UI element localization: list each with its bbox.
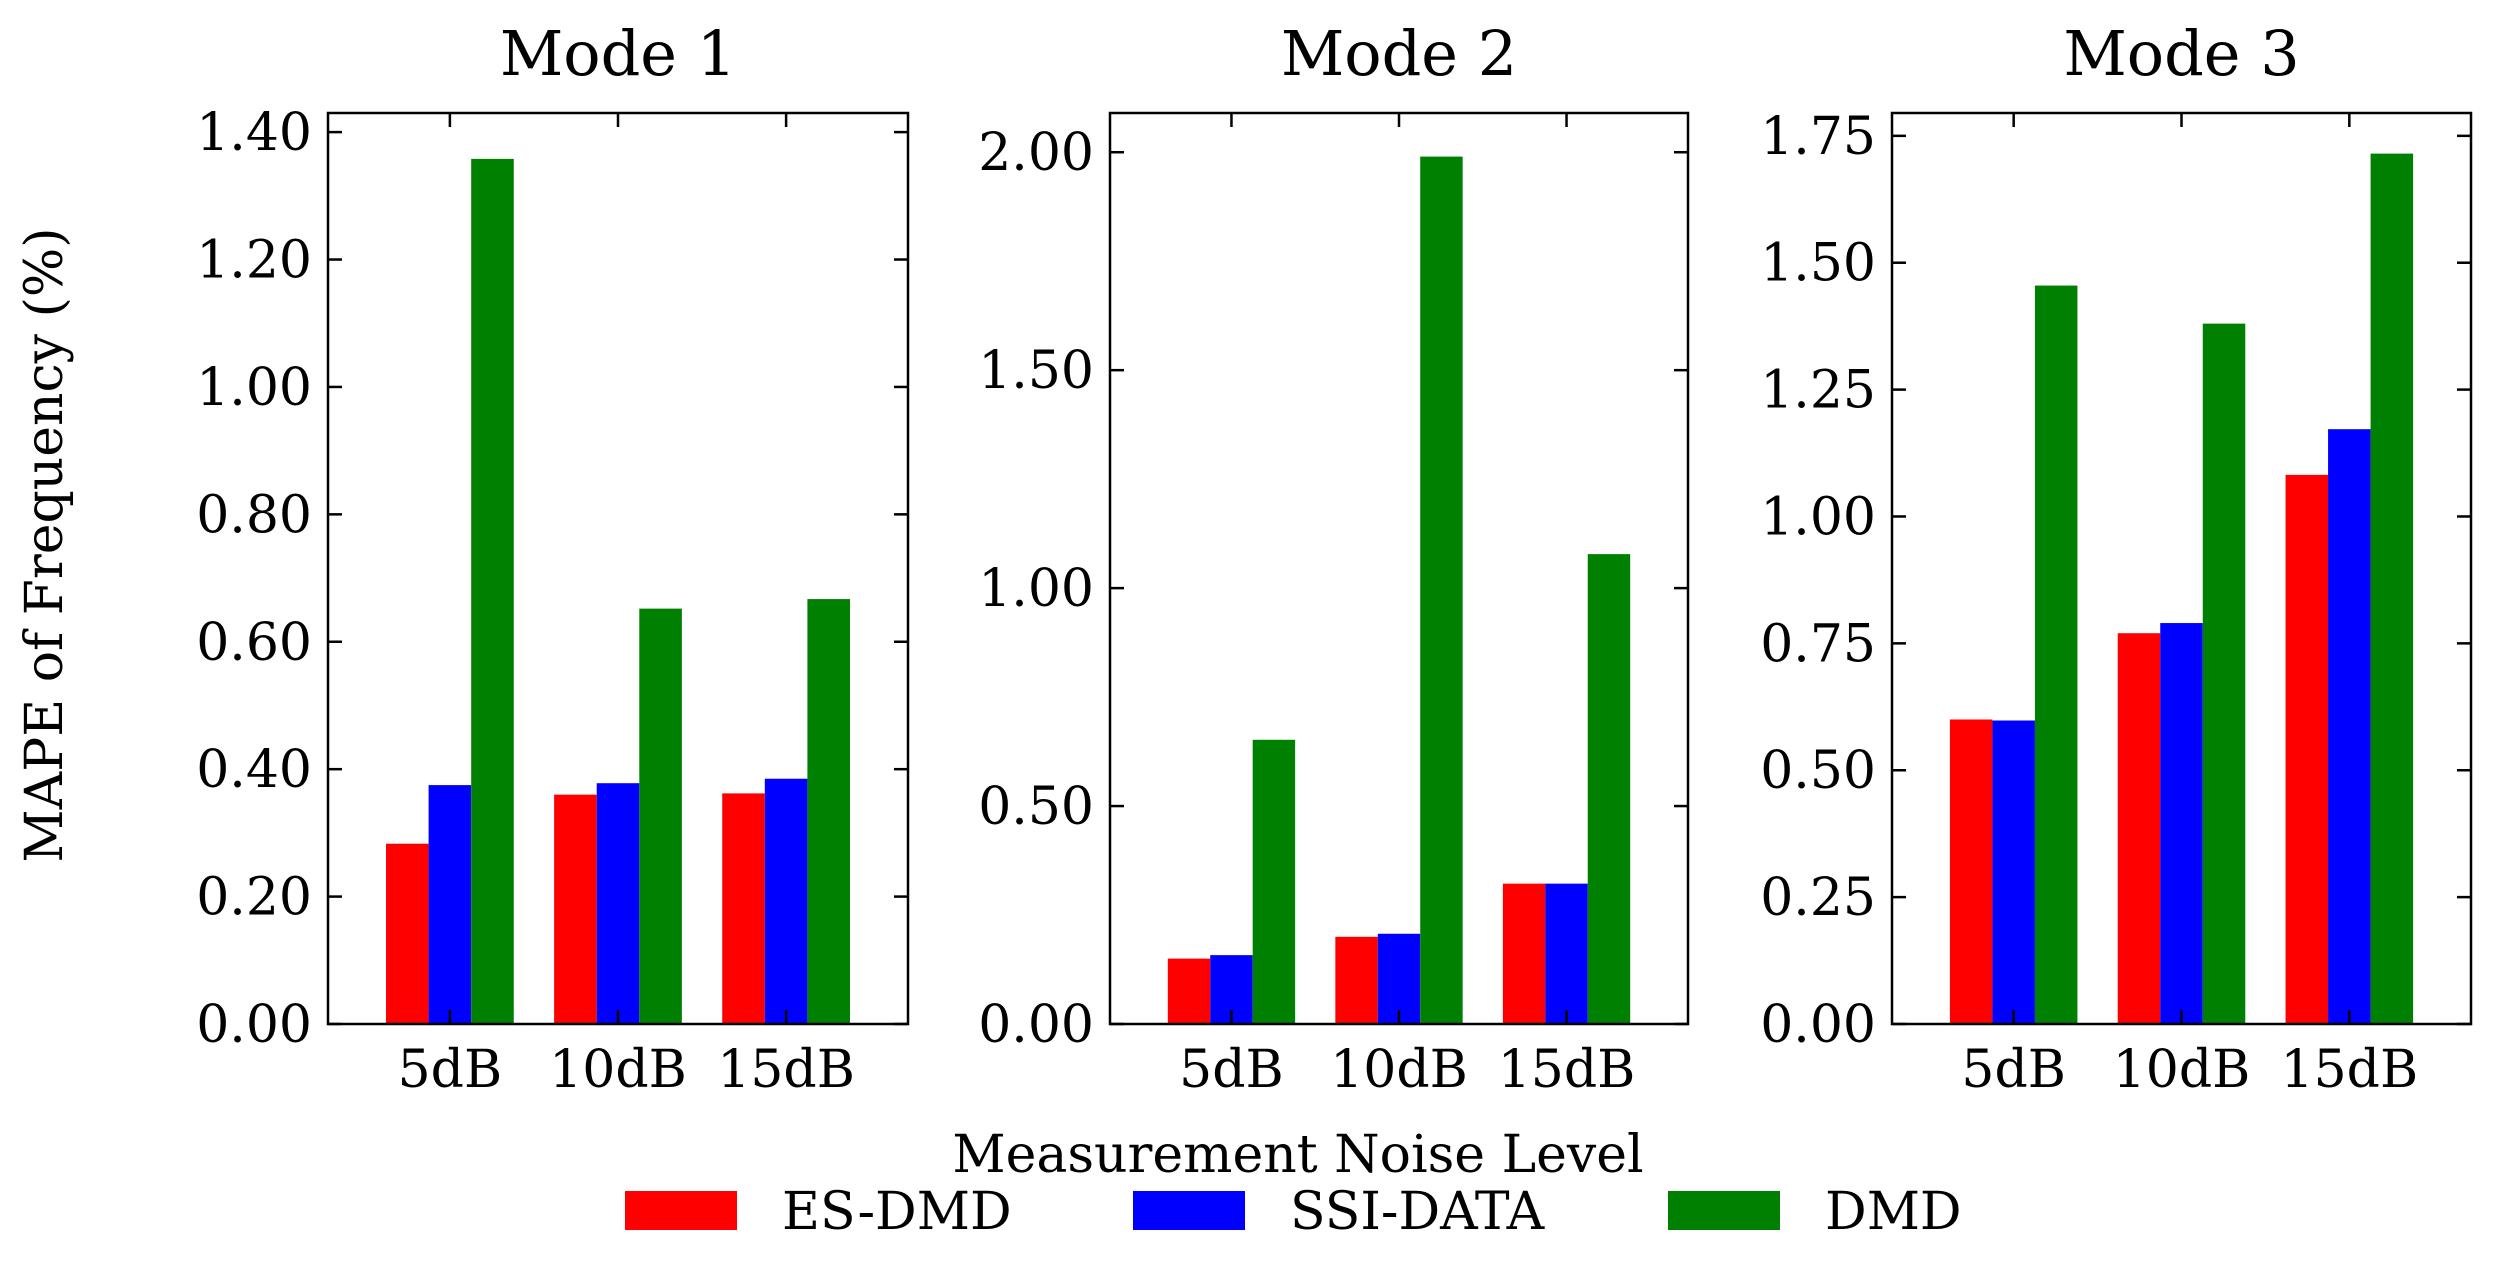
- bar-1-dmd-5db: [471, 158, 514, 1024]
- bar-2-ssi-data-10db: [1377, 933, 1421, 1024]
- panel-3-ytick-label: 0.50: [1760, 741, 1876, 801]
- bar-3-dmd-5db: [2034, 285, 2078, 1024]
- panel-1-ytick-label: 1.00: [196, 358, 312, 418]
- bar-2-es-dmd-10db: [1335, 936, 1378, 1024]
- panel-1-ytick-label: 1.40: [196, 103, 312, 163]
- bar-1-ssi-data-15db: [764, 778, 808, 1024]
- panel-3-xtick-label: 15dB: [2280, 1040, 2418, 1100]
- legend-swatch-dmd: [1668, 1191, 1780, 1230]
- panel-2-xtick-label: 5dB: [1179, 1040, 1284, 1100]
- bar-3-es-dmd-15db: [2285, 474, 2329, 1024]
- panel-1-ytick-label: 1.20: [196, 231, 312, 291]
- panel-3-ytick-label: 0.00: [1760, 995, 1876, 1055]
- panel-2-ytick-label: 0.50: [978, 777, 1094, 837]
- bar-3-dmd-15db: [2370, 153, 2414, 1025]
- panel-1-xtick-label: 15dB: [717, 1040, 855, 1100]
- panel-3-ytick-label: 1.75: [1760, 107, 1876, 167]
- panel-3-ytick-label: 0.75: [1760, 614, 1876, 674]
- panel-1-ytick-label: 0.80: [196, 485, 312, 545]
- panel-2-xtick-label: 10dB: [1330, 1040, 1468, 1100]
- bar-3-ssi-data-15db: [2328, 429, 2371, 1024]
- panel-3-ytick-label: 1.25: [1760, 361, 1876, 421]
- panel-3-xtick-label: 5dB: [1961, 1040, 2066, 1100]
- bar-2-dmd-15db: [1587, 554, 1631, 1024]
- panel-1-xtick-label: 10dB: [549, 1040, 687, 1100]
- legend-swatch-ssi-data: [1133, 1191, 1245, 1230]
- panel-2-ytick-label: 1.00: [978, 559, 1094, 619]
- panel-3-title: Mode 3: [2063, 17, 2299, 90]
- bar-1-es-dmd-10db: [554, 794, 597, 1024]
- bar-2-dmd-5db: [1252, 739, 1296, 1024]
- bar-3-ssi-data-5db: [1992, 720, 2035, 1024]
- panel-1-ytick-label: 0.20: [196, 868, 312, 928]
- panel-2-ytick-label: 2.00: [978, 123, 1094, 183]
- bar-1-es-dmd-5db: [386, 843, 429, 1024]
- panel-2-xtick-label: 15dB: [1498, 1040, 1636, 1100]
- bar-3-es-dmd-5db: [1949, 719, 1993, 1024]
- panel-3-ytick-label: 1.00: [1760, 487, 1876, 547]
- bar-3-dmd-10db: [2202, 323, 2246, 1024]
- bar-1-es-dmd-15db: [722, 793, 765, 1024]
- bar-1-dmd-10db: [639, 608, 682, 1024]
- bar-1-ssi-data-10db: [596, 783, 640, 1024]
- bar-2-dmd-10db: [1420, 156, 1463, 1025]
- legend-swatch-es-dmd: [625, 1191, 737, 1230]
- bar-2-es-dmd-15db: [1502, 883, 1546, 1024]
- panel-3-xtick-label: 10dB: [2113, 1040, 2251, 1100]
- y-axis-label: MAPE of Frequency (%): [15, 227, 75, 862]
- bar-2-ssi-data-15db: [1545, 883, 1588, 1024]
- bar-1-ssi-data-5db: [428, 785, 472, 1024]
- bar-3-es-dmd-10db: [2117, 633, 2161, 1024]
- panel-2-ytick-label: 1.50: [978, 341, 1094, 401]
- panel-2-ytick-label: 0.00: [978, 995, 1094, 1055]
- legend-label-ssi-data: SSI-DATA: [1290, 1182, 1546, 1242]
- bar-1-dmd-15db: [807, 599, 850, 1024]
- panel-1-ytick-label: 0.60: [196, 613, 312, 673]
- panel-3-ytick-label: 0.25: [1760, 868, 1876, 928]
- legend-label-dmd: DMD: [1825, 1182, 1962, 1242]
- panel-2-title: Mode 2: [1281, 17, 1517, 90]
- panel-1-title: Mode 1: [500, 17, 736, 90]
- bar-2-es-dmd-5db: [1167, 958, 1211, 1024]
- panel-1-ytick-label: 0.40: [196, 740, 312, 800]
- panel-1-xtick-label: 5dB: [398, 1040, 503, 1100]
- panel-1-ytick-label: 0.00: [196, 995, 312, 1055]
- legend-label-es-dmd: ES-DMD: [782, 1182, 1012, 1242]
- panel-3-ytick-label: 1.50: [1760, 234, 1876, 294]
- x-axis-label: Measurement Noise Level: [952, 1125, 1643, 1185]
- bar-3-ssi-data-10db: [2160, 623, 2203, 1024]
